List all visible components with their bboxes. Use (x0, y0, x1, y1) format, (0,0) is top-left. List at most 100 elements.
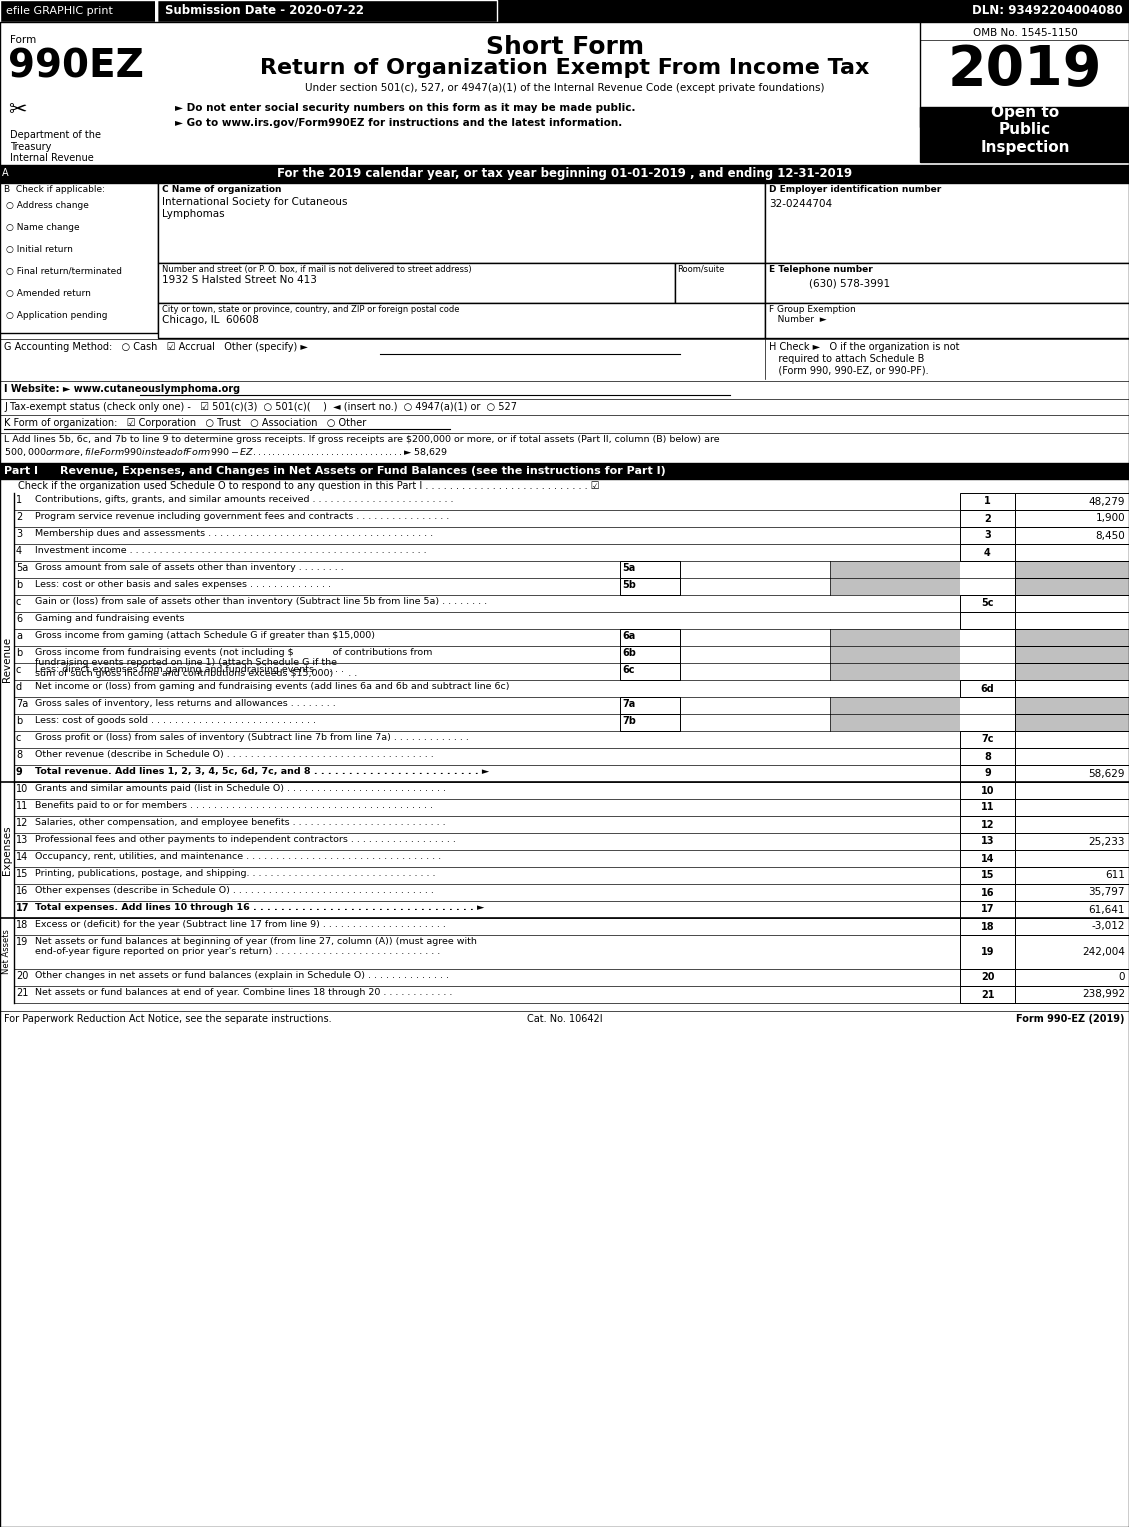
Bar (920, 107, 1129, 162)
Bar (1015, 715, 1129, 731)
Text: For the 2019 calendar year, or tax year beginning 01-01-2019 , and ending 12-31-: For the 2019 calendar year, or tax year … (278, 166, 852, 180)
Bar (1015, 596, 1129, 612)
Text: Gross sales of inventory, less returns and allowances . . . . . . . .: Gross sales of inventory, less returns a… (35, 699, 335, 709)
Bar (157, 0, 497, 21)
Text: 6a: 6a (622, 631, 636, 641)
Bar (960, 884, 1015, 901)
Bar (830, 715, 960, 731)
Text: -3,012: -3,012 (1092, 921, 1124, 931)
Text: Other changes in net assets or fund balances (explain in Schedule O) . . . . . .: Other changes in net assets or fund bala… (35, 971, 449, 980)
Bar (960, 527, 1015, 544)
Text: ○ Name change: ○ Name change (6, 223, 80, 232)
Bar (1015, 867, 1129, 884)
Text: 1: 1 (16, 495, 23, 505)
Bar (960, 612, 1015, 629)
Bar (1015, 510, 1129, 527)
Text: 990EZ: 990EZ (8, 47, 143, 86)
Text: ○ Amended return: ○ Amended return (6, 289, 90, 298)
Bar (0, 183, 158, 333)
Text: Department of the
Treasury
Internal Revenue
Service: Department of the Treasury Internal Reve… (10, 130, 100, 174)
Text: 6: 6 (16, 614, 23, 625)
Bar (1015, 918, 1129, 935)
Text: 8: 8 (16, 750, 23, 760)
Bar (1015, 544, 1129, 560)
Text: For Paperwork Reduction Act Notice, see the separate instructions.: For Paperwork Reduction Act Notice, see … (5, 1014, 332, 1025)
Text: 16: 16 (981, 887, 995, 898)
Text: DLN: 93492204004080: DLN: 93492204004080 (972, 5, 1123, 17)
Text: H Check ►   O if the organization is not
   required to attach Schedule B
   (Fo: H Check ► O if the organization is not r… (769, 342, 960, 376)
Text: 7c: 7c (981, 734, 994, 745)
Bar (1015, 748, 1129, 765)
Text: 18: 18 (981, 921, 995, 931)
Text: Net assets or fund balances at beginning of year (from line 27, column (A)) (mus: Net assets or fund balances at beginning… (35, 938, 476, 956)
Bar (960, 986, 1015, 1003)
Text: ○ Application pending: ○ Application pending (6, 312, 107, 321)
Bar (620, 560, 680, 579)
Text: 12: 12 (16, 818, 28, 828)
Text: ○ Address change: ○ Address change (6, 202, 89, 211)
Text: Other revenue (describe in Schedule O) . . . . . . . . . . . . . . . . . . . . .: Other revenue (describe in Schedule O) .… (35, 750, 434, 759)
Bar (960, 970, 1015, 986)
Text: ○ Initial return: ○ Initial return (6, 244, 73, 253)
Text: Open to
Public
Inspection: Open to Public Inspection (980, 105, 1070, 154)
Text: ► Do not enter social security numbers on this form as it may be made public.: ► Do not enter social security numbers o… (175, 102, 636, 113)
Text: Salaries, other compensation, and employee benefits . . . . . . . . . . . . . . : Salaries, other compensation, and employ… (35, 818, 446, 828)
Text: Gross amount from sale of assets other than inventory . . . . . . . .: Gross amount from sale of assets other t… (35, 563, 343, 573)
Text: 19: 19 (16, 938, 28, 947)
Text: 10: 10 (981, 785, 995, 796)
Text: Gaming and fundraising events: Gaming and fundraising events (35, 614, 184, 623)
Text: Return of Organization Exempt From Income Tax: Return of Organization Exempt From Incom… (261, 58, 869, 78)
Text: Investment income . . . . . . . . . . . . . . . . . . . . . . . . . . . . . . . : Investment income . . . . . . . . . . . … (35, 547, 427, 554)
Text: F Group Exemption
   Number  ►: F Group Exemption Number ► (769, 305, 856, 324)
Bar (620, 646, 680, 663)
Bar (960, 834, 1015, 851)
Text: 61,641: 61,641 (1088, 904, 1124, 915)
Bar (1015, 815, 1129, 834)
Text: 20: 20 (16, 971, 28, 980)
Bar (1015, 560, 1129, 579)
Bar (960, 918, 1015, 935)
Text: Gross income from fundraising events (not including $             of contributio: Gross income from fundraising events (no… (35, 647, 432, 678)
Text: J Tax-exempt status (check only one) -   ☑ 501(c)(3)  ○ 501(c)(    )  ◄ (insert : J Tax-exempt status (check only one) - ☑… (5, 402, 517, 412)
Bar (765, 263, 1129, 302)
Text: Revenue: Revenue (2, 637, 12, 683)
Text: Printing, publications, postage, and shipping. . . . . . . . . . . . . . . . . .: Printing, publications, postage, and shi… (35, 869, 436, 878)
Text: efile GRAPHIC print: efile GRAPHIC print (6, 6, 113, 15)
Bar (1015, 986, 1129, 1003)
Text: 58,629: 58,629 (1088, 768, 1124, 779)
Text: Number and street (or P. O. box, if mail is not delivered to street address): Number and street (or P. O. box, if mail… (161, 266, 472, 273)
Bar (960, 765, 1015, 782)
Text: d: d (16, 683, 23, 692)
Text: 15: 15 (16, 869, 28, 880)
Text: 9: 9 (984, 768, 991, 779)
Text: ○ Final return/terminated: ○ Final return/terminated (6, 267, 122, 276)
Bar (830, 629, 960, 646)
Bar (1015, 696, 1129, 715)
Text: 3: 3 (984, 530, 991, 541)
Bar (920, 21, 1129, 127)
Text: Cat. No. 10642I: Cat. No. 10642I (527, 1014, 603, 1025)
Bar (830, 579, 960, 596)
Text: 21: 21 (981, 989, 995, 1000)
Text: c: c (16, 733, 21, 744)
Text: a: a (16, 631, 21, 641)
Text: Gross profit or (loss) from sales of inventory (Subtract line 7b from line 7a) .: Gross profit or (loss) from sales of inv… (35, 733, 469, 742)
Bar (1015, 731, 1129, 748)
Text: 11: 11 (16, 802, 28, 811)
Bar (620, 696, 680, 715)
Bar (960, 544, 1015, 560)
Text: 16: 16 (16, 886, 28, 896)
Text: 7a: 7a (16, 699, 28, 709)
Text: 0: 0 (1119, 973, 1124, 982)
Text: Short Form: Short Form (485, 35, 644, 60)
Text: 8: 8 (984, 751, 991, 762)
Bar (960, 851, 1015, 867)
Text: Less: cost or other basis and sales expenses . . . . . . . . . . . . . .: Less: cost or other basis and sales expe… (35, 580, 331, 589)
Bar (158, 302, 765, 337)
Text: OMB No. 1545-1150: OMB No. 1545-1150 (972, 27, 1077, 38)
Text: ✂: ✂ (8, 99, 27, 121)
Text: Part I: Part I (5, 466, 38, 476)
Text: 5a: 5a (622, 563, 636, 573)
Text: G Accounting Method:   ○ Cash   ☑ Accrual   Other (specify) ►: G Accounting Method: ○ Cash ☑ Accrual Ot… (5, 342, 308, 353)
Text: D Employer identification number: D Employer identification number (769, 185, 942, 194)
